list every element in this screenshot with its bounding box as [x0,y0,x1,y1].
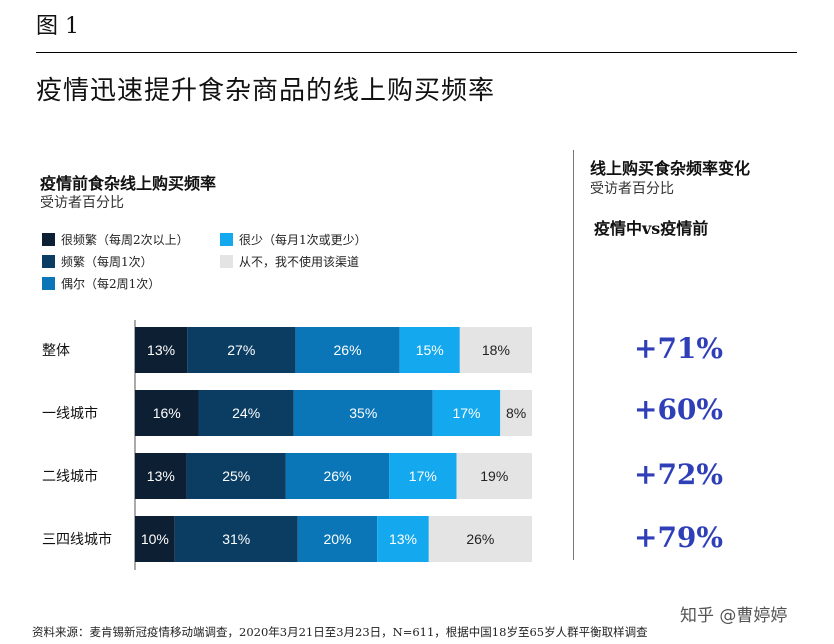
legend-label: 很少（每月1次或更少） [239,233,367,247]
legend-label: 从不，我不使用该渠道 [239,255,360,269]
change-value-tier3-4: +79% [633,521,724,554]
bar-value-label: 20% [323,531,351,547]
change-value-overall: +71% [633,332,724,365]
bar-segment [285,453,390,499]
bar-segment [135,453,187,499]
bar-segment [186,453,286,499]
bar-value-label: 18% [482,342,510,358]
bar-segment [377,516,429,562]
category-label: 一线城市 [42,405,98,422]
category-label: 三四线城市 [42,531,112,548]
top-rule [36,52,797,53]
legend-item-occasional: 偶尔（每2周1次） [42,275,160,292]
bar-value-label: 26% [466,531,494,547]
legend-label: 频繁（每周1次） [61,255,153,269]
panel-divider [573,150,574,560]
legend-label: 偶尔（每2周1次） [61,277,161,291]
source-note: 资料来源：麦肯锡新冠疫情移动端调查，2020年3月21日至3月23日，N=611… [32,625,648,639]
bar-value-label: 25% [222,468,250,484]
bar-value-label: 26% [334,342,362,358]
bar-value-label: 17% [452,405,480,421]
legend-swatch [220,233,233,246]
legend-item-never: 从不，我不使用该渠道 [220,253,359,270]
bar-value-label: 10% [141,531,169,547]
category-label: 整体 [42,343,70,359]
comparison-label: 疫情中vs疫情前 [594,219,709,238]
bar-segment [198,390,294,436]
figure-label: 图 1 [36,14,79,39]
main-title: 疫情迅速提升食杂商品的线上购买频率 [36,76,496,106]
change-value-tier2: +72% [633,458,724,491]
bar-value-label: 15% [416,342,444,358]
right-panel-subtitle: 受访者百分比 [590,181,674,197]
bar-segment [174,516,298,562]
bar-value-label: 13% [389,531,417,547]
bar-value-label: 16% [153,405,181,421]
bar-segment [295,327,400,373]
legend-item-frequent: 频繁（每周1次） [42,253,153,270]
bar-segment [500,390,532,436]
legend-item-very-frequent: 很频繁（每周2次以上） [42,231,189,248]
bar-segment [135,516,175,562]
legend-swatch [42,233,55,246]
legend-swatch [42,255,55,268]
bar-value-label: 31% [222,531,250,547]
bar-segment [456,453,532,499]
category-label: 二线城市 [42,468,98,485]
bar-segment [187,327,296,373]
change-value-tier1: +60% [633,393,724,426]
left-panel-subtitle: 受访者百分比 [40,195,124,211]
bar-value-label: 13% [147,468,175,484]
bar-value-label: 26% [323,468,351,484]
left-panel-title: 疫情前食杂线上购买频率 [40,174,217,193]
legend-swatch [42,277,55,290]
bar-segment [293,390,433,436]
bar-segment [428,516,532,562]
bar-value-label: 8% [506,405,526,421]
bar-value-label: 24% [232,405,260,421]
bar-value-label: 17% [409,468,437,484]
bar-segment [135,327,188,373]
bar-segment [459,327,532,373]
legend-item-rarely: 很少（每月1次或更少） [220,231,367,248]
bar-segment [297,516,378,562]
bar-segment [135,390,199,436]
bar-segment [389,453,457,499]
bar-value-label: 19% [480,468,508,484]
legend-label: 很频繁（每周2次以上） [61,233,189,247]
right-panel-title: 线上购买食杂频率变化 [590,159,751,178]
bar-value-label: 35% [349,405,377,421]
bar-segment [432,390,501,436]
bar-value-label: 27% [227,342,255,358]
bar-value-label: 13% [147,342,175,358]
legend-swatch [220,255,233,268]
bar-segment [399,327,460,373]
watermark: 知乎 @曹婷婷 [680,606,788,626]
